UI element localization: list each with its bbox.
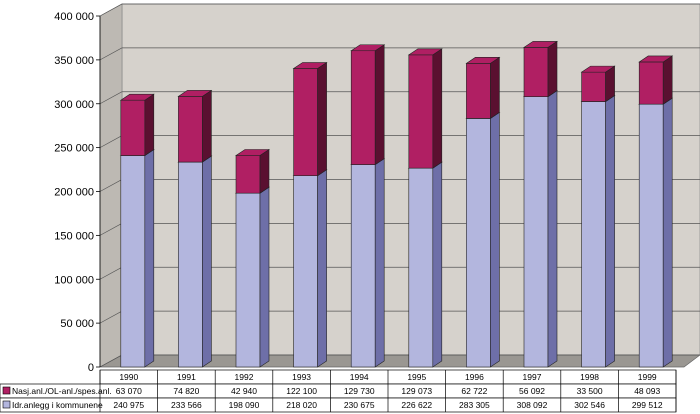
bar-side	[432, 161, 443, 368]
bar-idr-1995	[408, 167, 434, 368]
y-tick-label: 50 000	[60, 318, 94, 330]
data-label: 33 500	[577, 386, 603, 396]
bar-side	[259, 148, 270, 194]
data-label: 42 940	[231, 386, 257, 396]
bar-nasj-1994	[350, 50, 376, 165]
gridline	[99, 3, 700, 17]
bar-side	[605, 94, 615, 368]
y-tick-label: 350 000	[54, 55, 94, 67]
bar-side	[374, 44, 385, 166]
x-category-label: 1998	[580, 372, 599, 382]
x-category-label: 1993	[292, 372, 311, 382]
data-label: 74 820	[173, 386, 199, 396]
bar-side	[490, 56, 500, 119]
bar-nasj-1996	[466, 63, 491, 119]
x-category-label: 1995	[407, 372, 426, 382]
bar-idr-1993	[293, 175, 318, 368]
data-label: 129 730	[344, 386, 375, 396]
y-tick-label: 250 000	[54, 143, 94, 155]
bar-idr-1994	[350, 164, 376, 368]
bar-idr-1991	[178, 161, 203, 368]
y-tick-label: 400 000	[54, 11, 94, 23]
bar-idr-1992	[235, 192, 261, 368]
legend-key	[2, 386, 11, 395]
data-label: 198 090	[229, 400, 260, 410]
bar-top	[407, 48, 443, 56]
x-category-label: 1999	[638, 372, 657, 382]
data-label: 299 512	[632, 400, 663, 410]
bar-nasj-1999	[638, 61, 664, 105]
bar-top	[638, 55, 674, 63]
bar-side	[662, 97, 673, 368]
bar-side	[547, 40, 558, 98]
y-tick-label: 150 000	[54, 230, 94, 242]
bar-side	[432, 48, 443, 169]
y-tick-label: 300 000	[54, 99, 94, 111]
data-label: 308 092	[517, 400, 548, 410]
data-label: 302 546	[574, 400, 605, 410]
data-label: 218 020	[286, 400, 317, 410]
bar-top	[465, 57, 501, 64]
bar-nasj-1995	[408, 54, 434, 169]
bar-side	[144, 93, 155, 157]
data-label: 240 975	[113, 400, 144, 410]
bar-idr-1990	[120, 155, 146, 368]
bar-top	[235, 149, 270, 156]
x-category-label: 1997	[523, 372, 542, 382]
data-label: 122 100	[286, 386, 317, 396]
bar-top	[177, 90, 213, 97]
bar-nasj-1990	[120, 99, 146, 156]
bar-idr-1996	[466, 118, 491, 368]
data-label: 56 092	[519, 386, 545, 396]
bar-idr-1998	[581, 101, 606, 368]
bar-nasj-1998	[581, 71, 606, 102]
x-category-label: 1990	[119, 372, 138, 382]
data-label: 233 566	[171, 400, 202, 410]
legend-key	[2, 400, 11, 409]
x-category-label: 1992	[235, 372, 254, 382]
bar-side	[202, 155, 212, 368]
bar-top	[523, 41, 558, 48]
gridline	[99, 91, 700, 105]
data-label: 230 675	[344, 400, 375, 410]
bar-side	[144, 148, 155, 368]
bar-nasj-1997	[523, 47, 549, 97]
bar-top	[292, 62, 328, 69]
x-category-label: 1991	[177, 372, 196, 382]
x-category-label: 1996	[465, 372, 484, 382]
bar-side	[374, 158, 385, 368]
bar-idr-1997	[523, 96, 549, 368]
y-tick-label: 0	[88, 362, 94, 374]
bar-side	[547, 90, 558, 368]
bar-side	[202, 89, 212, 163]
bar-side	[259, 186, 270, 368]
y-tick-label: 100 000	[54, 274, 94, 286]
data-label: 226 622	[401, 400, 432, 410]
bar-top	[119, 93, 155, 101]
legend-label: Idr.anlegg i kommunene	[12, 400, 103, 410]
bar-top	[580, 65, 616, 73]
legend-label: Nasj.anl./OL-anl./spes.anl.	[12, 386, 112, 396]
data-label: 63 070	[116, 386, 142, 396]
gridline	[99, 47, 700, 61]
bar-idr-1999	[638, 103, 664, 368]
data-label: 62 722	[461, 386, 487, 396]
bar-side	[317, 61, 327, 177]
bar-nasj-1992	[235, 155, 261, 194]
bar-nasj-1993	[293, 68, 318, 176]
bar-nasj-1991	[178, 96, 203, 163]
x-category-label: 1994	[350, 372, 369, 382]
bar-side	[317, 169, 327, 368]
data-label: 283 305	[459, 400, 490, 410]
data-label: 48 093	[634, 386, 660, 396]
bar-top	[350, 44, 386, 52]
data-label: 129 073	[401, 386, 432, 396]
bar-side	[662, 55, 673, 105]
bar-side	[490, 111, 500, 368]
y-tick-label: 200 000	[54, 187, 94, 199]
